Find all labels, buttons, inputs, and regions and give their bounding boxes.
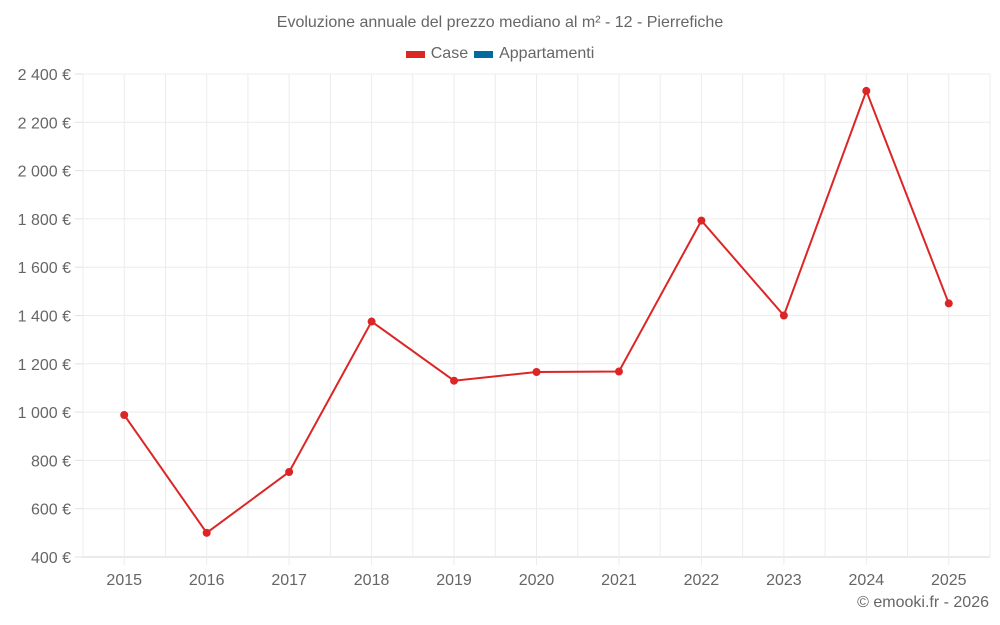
data-point[interactable] [944,299,953,308]
data-point[interactable] [367,317,376,326]
series-case [120,86,953,537]
y-axis: 400 € 600 € 800 € 1 000 € 1 200 € 1 400 € 1 60… [18,67,71,567]
legend-label-appartamenti: Appartamenti [499,45,595,62]
y-tick-label: 1 200 € [18,357,71,374]
data-point[interactable] [697,216,706,225]
y-tick-label: 1 000 € [18,405,71,422]
data-point[interactable] [779,311,788,320]
data-point[interactable] [120,410,129,419]
y-tick-label: 2 000 € [18,164,71,181]
x-tick-label: 2023 [766,572,802,589]
chart-legend: Case Appartamenti [0,45,1000,63]
y-tick-label: 600 € [31,502,71,519]
data-point[interactable] [285,467,294,476]
y-tick-label: 1 400 € [18,309,71,326]
legend-label-case: Case [430,45,469,62]
data-point[interactable] [532,368,541,377]
x-tick-label: 2017 [271,572,307,589]
x-tick-label: 2024 [849,572,885,589]
y-tick-label: 1 600 € [18,260,71,277]
legend-item-case[interactable]: Case [405,45,469,63]
y-tick-label: 2 200 € [18,115,71,132]
grid-lines [75,73,991,565]
y-tick-label: 2 400 € [18,67,71,84]
legend-swatch-case [405,50,425,58]
x-tick-label: 2016 [189,572,225,589]
data-point[interactable] [202,528,211,537]
y-tick-label: 1 800 € [18,212,71,229]
x-tick-label: 2020 [519,572,555,589]
x-tick-label: 2018 [354,572,390,589]
data-point[interactable] [450,376,459,385]
x-tick-label: 2021 [601,572,637,589]
legend-item-appartamenti[interactable]: Appartamenti [474,45,594,63]
x-axis: 2015 2016 2017 2018 2019 2020 2021 2022 2023 2024… [106,572,966,589]
legend-swatch-appartamenti [474,50,494,58]
x-tick-label: 2019 [436,572,472,589]
data-point[interactable] [614,367,623,376]
x-tick-label: 2015 [106,572,142,589]
x-tick-label: 2025 [931,572,967,589]
data-point[interactable] [862,86,871,95]
copyright-credit: © emooki.fr - 2026 [857,594,989,611]
y-tick-label: 400 € [31,550,71,567]
x-tick-label: 2022 [684,572,720,589]
y-tick-label: 800 € [31,453,71,470]
chart-title: Evoluzione annuale del prezzo mediano al… [276,14,724,31]
